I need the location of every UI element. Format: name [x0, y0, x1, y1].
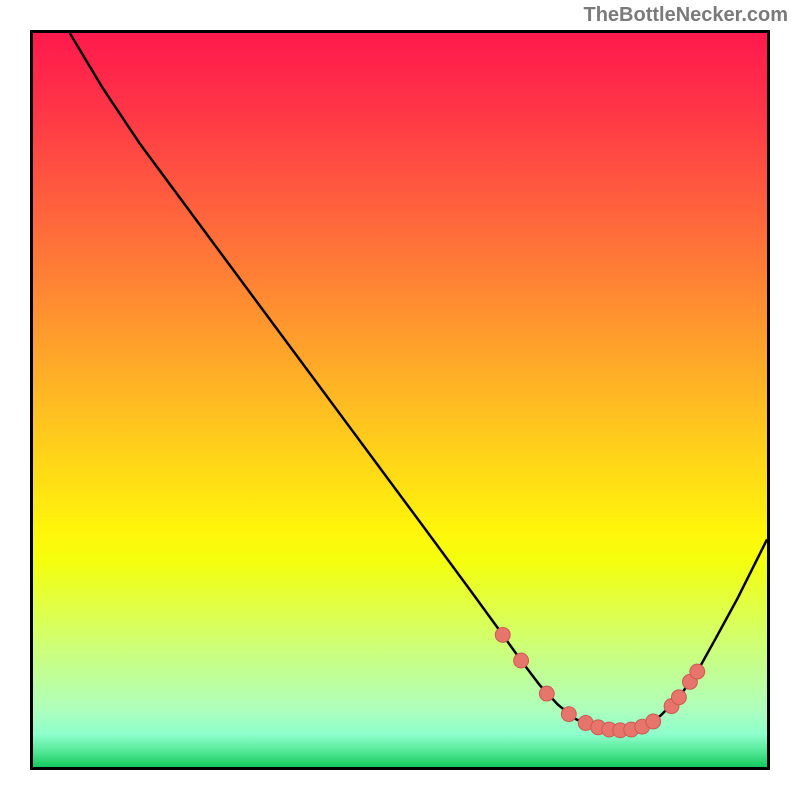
data-markers	[495, 627, 704, 737]
watermark-text: TheBottleNecker.com	[583, 4, 788, 27]
data-marker	[514, 653, 529, 668]
data-marker	[539, 686, 554, 701]
data-marker	[671, 690, 686, 705]
data-marker	[561, 707, 576, 722]
data-marker	[690, 664, 705, 679]
data-marker	[646, 714, 661, 729]
plot-area	[30, 30, 770, 770]
bottleneck-curve	[70, 33, 767, 730]
curve-layer	[33, 33, 767, 767]
data-marker	[495, 627, 510, 642]
